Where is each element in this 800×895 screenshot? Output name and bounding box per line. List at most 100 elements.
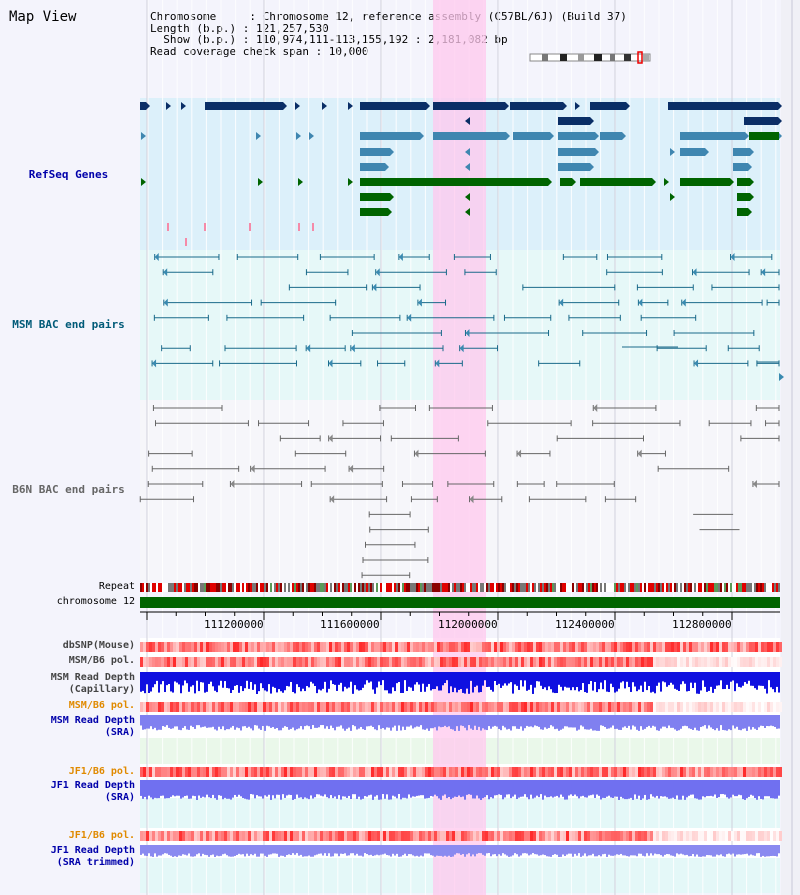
depth-bar [206,845,208,856]
depth-bar [632,715,634,726]
depth-bar [686,780,688,798]
depth-bar [384,780,386,799]
heat-cell [500,642,503,652]
depth-bar [586,845,588,857]
depth-bar [562,845,564,855]
heat-cell [686,767,689,777]
depth-bar [258,715,260,729]
refseq-genes-track[interactable] [140,102,782,246]
heat-cell [149,657,152,667]
depth-bar [178,715,180,730]
repeat-segment [734,583,736,592]
depth-bar [476,672,478,686]
heat-cell [140,767,143,777]
depth-bar [414,672,416,685]
depth-bar [382,715,384,729]
repeat-segment [502,583,504,592]
chromosome-bar[interactable] [140,597,780,608]
heat-cell [215,642,218,652]
depth-bar [144,715,146,730]
depth-bar [286,715,288,727]
heat-cell [212,657,215,667]
depth-bar [210,672,212,682]
depth-bar [610,672,612,684]
repeat-track[interactable] [140,583,780,592]
heat-cell [224,642,227,652]
refseq-gene [668,102,778,110]
depth-bar [308,715,310,727]
depth-bar [774,845,776,857]
refseq-genes-label: RefSeq Genes [28,168,109,181]
depth-bar [710,845,712,856]
repeat-segment [598,583,600,592]
heat-cell [197,831,200,841]
heat-cell [671,831,674,841]
heat-cell [272,702,275,712]
heat-cell [146,642,149,652]
depth-bar [468,780,470,795]
heat-cell [623,642,626,652]
depth-bar [502,715,504,726]
heat-cell [689,767,692,777]
depth-bar [776,780,778,799]
repeat-segment [566,583,568,592]
msm-bac-pairs-track[interactable] [151,253,784,381]
b6n-bac-pairs-track[interactable] [139,404,780,579]
heat-tracks[interactable] [140,642,782,841]
depth-bar [300,780,302,798]
heat-cell [689,702,692,712]
heat-cell [248,767,251,777]
depth-bar [206,715,208,728]
heat-cell [161,642,164,652]
depth-bar [352,715,354,726]
depth-bar [520,715,522,727]
depth-bar [596,715,598,731]
heat-cell [461,702,464,712]
depth-tracks[interactable] [140,672,780,857]
heat-cell [683,767,686,777]
depth-bar [532,780,534,799]
depth-bar [350,672,352,682]
depth-bar [420,780,422,796]
repeat-segment [736,583,738,592]
depth-bar [330,780,332,796]
depth-bar [388,780,390,800]
repeat-segment [374,583,376,592]
depth-bar [772,780,774,799]
refseq-gene [680,178,730,186]
depth-bar [744,845,746,855]
selection-highlight[interactable] [433,0,486,895]
heat-cell [557,831,560,841]
heat-cell [173,702,176,712]
heat-cell [626,642,629,652]
depth-bar [626,845,628,857]
heat-cell [665,767,668,777]
depth-bar [496,780,498,796]
depth-bar [338,672,340,685]
heat-cell [254,702,257,712]
depth-bar [276,715,278,729]
heat-cell [740,831,743,841]
depth-bar [374,672,376,694]
depth-bar [578,780,580,799]
depth-bar [438,845,440,856]
heat-cell [746,767,749,777]
repeat-segment [354,583,356,592]
depth-bar [302,780,304,800]
heat-cell [383,642,386,652]
depth-bar [650,845,652,854]
chromosome-idiogram[interactable] [528,51,652,65]
heat-cell [203,702,206,712]
heat-cell [161,831,164,841]
depth-bar [312,780,314,799]
depth-bar [764,715,766,728]
msm-depth-sra-line2: (SRA) [104,727,135,738]
heat-cell [320,831,323,841]
heat-cell [428,702,431,712]
heat-cell [149,831,152,841]
bac-orientation-marker [163,298,168,307]
depth-bar [250,672,252,682]
depth-bar [458,845,460,854]
heat-cell [227,767,230,777]
